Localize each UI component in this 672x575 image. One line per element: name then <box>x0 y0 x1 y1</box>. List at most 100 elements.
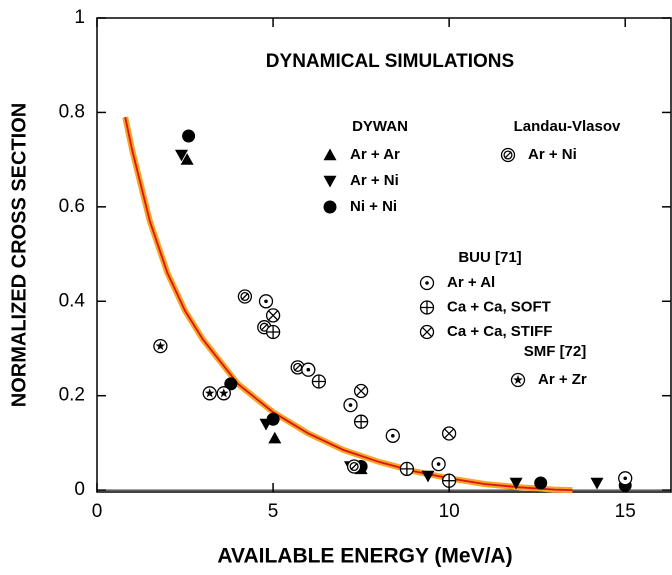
data-point <box>216 386 231 401</box>
dot <box>182 129 196 143</box>
triangle <box>323 148 337 161</box>
data-point <box>258 294 274 309</box>
data-point <box>441 426 457 441</box>
legend-label: Ar + Zr <box>538 371 587 388</box>
ring <box>240 291 250 302</box>
data-point <box>353 383 369 399</box>
dot <box>534 476 548 490</box>
chart-title: DYNAMICAL SIMULATIONS <box>266 51 514 72</box>
cross <box>400 462 414 476</box>
triangle <box>421 470 435 483</box>
triangle <box>509 477 523 490</box>
data-point <box>180 153 194 165</box>
fit-curve <box>124 116 573 491</box>
legend-label: Ar + Ar <box>350 146 400 163</box>
data-point <box>343 397 358 413</box>
data-point <box>421 470 435 483</box>
legend-marker <box>419 275 435 291</box>
legend-label: Ar + Ni <box>528 146 577 163</box>
data-point <box>590 477 604 490</box>
ring <box>503 150 513 160</box>
data-point <box>346 459 362 474</box>
y-axis-label: NORMALIZED CROSS SECTION <box>8 103 30 407</box>
legend-marker <box>510 372 526 388</box>
y-tick-label: 0 <box>74 479 85 500</box>
data-point <box>399 461 415 477</box>
data-point <box>265 324 281 340</box>
cross <box>266 325 280 339</box>
y-tick-label: 0.2 <box>59 385 85 406</box>
data-point <box>153 338 168 354</box>
data-point <box>268 431 282 444</box>
legend-group-title: DYWAN <box>352 118 408 135</box>
cross <box>420 301 434 314</box>
data-point <box>202 386 217 401</box>
cross <box>444 428 455 439</box>
y-tick-label: 0.4 <box>59 290 86 311</box>
data-point <box>266 412 280 426</box>
legend-group-title: SMF [72] <box>524 343 587 360</box>
legend-marker <box>323 200 337 214</box>
legend-marker <box>323 148 337 161</box>
data-point <box>265 308 281 323</box>
hatch <box>293 363 302 372</box>
x-tick-label: 10 <box>439 501 460 522</box>
ring <box>349 461 359 472</box>
star <box>219 388 229 398</box>
cross <box>356 385 367 397</box>
triangle <box>590 477 604 490</box>
cross <box>442 474 456 488</box>
legend-marker <box>323 175 337 188</box>
data-point <box>534 476 548 490</box>
cross <box>268 310 279 321</box>
x-tick-label: 0 <box>92 501 103 522</box>
legend-label: Ni + Ni <box>350 198 397 215</box>
data-point <box>431 456 446 472</box>
plot-frame <box>96 17 672 493</box>
data-point <box>311 374 327 389</box>
hatch <box>504 151 512 159</box>
legend-marker <box>419 300 435 315</box>
hatch <box>241 292 249 301</box>
data-point <box>353 414 369 429</box>
cross <box>354 415 368 429</box>
data-point <box>441 473 457 488</box>
star <box>204 388 215 398</box>
cross <box>312 375 326 388</box>
star <box>155 341 166 351</box>
dot <box>266 412 280 426</box>
y-tick-label: 1 <box>74 7 85 28</box>
legend-label: Ca + Ca, STIFF <box>447 323 552 340</box>
dot <box>348 403 353 407</box>
dot <box>436 462 441 466</box>
dot <box>391 434 395 438</box>
x-tick-label: 15 <box>615 501 636 522</box>
dot <box>323 200 337 214</box>
legend-marker <box>419 324 435 340</box>
dot <box>306 367 311 372</box>
dot <box>264 299 268 304</box>
hatch <box>260 323 269 331</box>
x-tick-label: 5 <box>268 501 279 522</box>
y-tick-label: 0.8 <box>59 101 85 122</box>
legend-label: Ca + Ca, SOFT <box>447 298 551 315</box>
legend-marker <box>500 147 516 163</box>
dot <box>623 476 627 481</box>
legend-group-title: BUU [71] <box>458 249 521 266</box>
data-point <box>175 149 188 162</box>
triangle <box>323 175 337 188</box>
legend-group-title: Landau-Vlasov <box>514 118 621 135</box>
triangle <box>175 149 188 162</box>
data-point <box>385 428 400 443</box>
star <box>513 375 523 385</box>
y-tick-label: 0.6 <box>59 196 85 217</box>
cross <box>421 326 433 338</box>
data-point <box>509 477 523 490</box>
dot <box>224 377 238 391</box>
data-point <box>182 129 196 143</box>
legend-label: Ar + Ni <box>350 172 399 189</box>
data-point <box>224 377 238 391</box>
data-point <box>237 289 253 304</box>
x-axis-label: AVAILABLE ENERGY (MeV/A) <box>217 545 512 568</box>
